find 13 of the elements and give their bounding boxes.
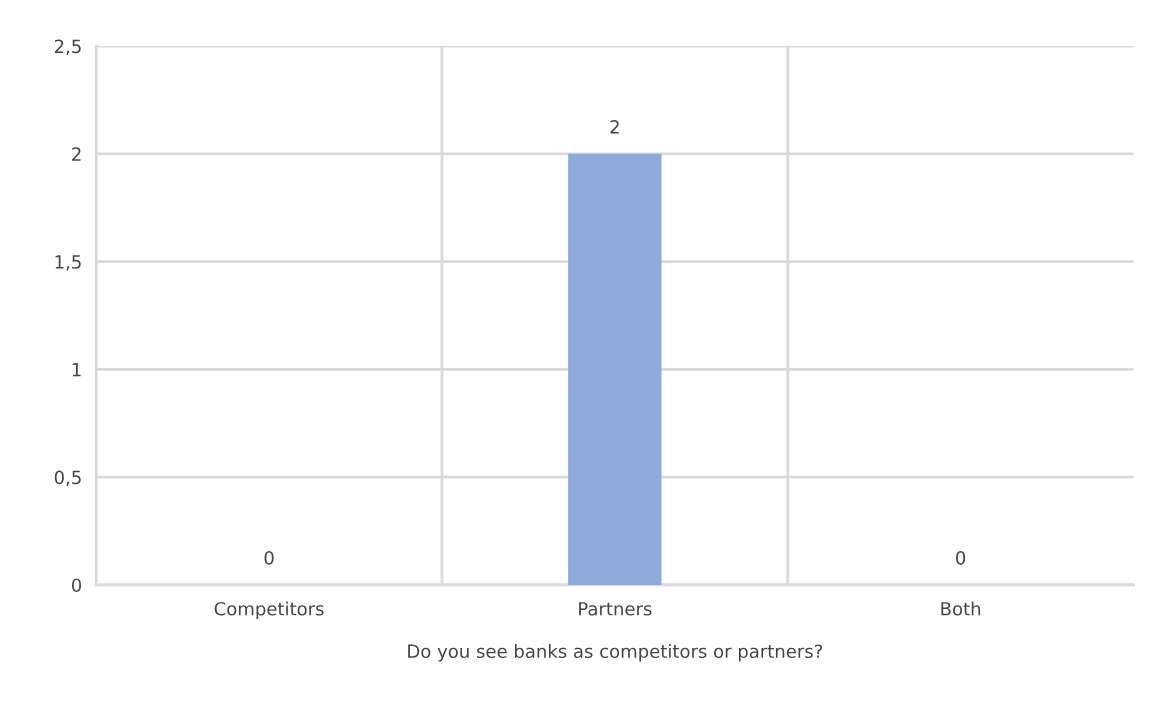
x-axis-title: Do you see banks as competitors or partners? <box>408 644 823 662</box>
y-tick-label: 0,5 <box>54 470 81 487</box>
y-tick-label: 0 <box>72 578 82 593</box>
data-label: 0 <box>264 551 274 565</box>
y-tick-label: 1 <box>72 363 81 377</box>
data-label: 0 <box>956 551 966 565</box>
y-tick-label: 2 <box>72 147 81 161</box>
x-tick-label: Competitors <box>214 601 324 620</box>
x-tick-label: Partners <box>579 602 652 616</box>
y-tick-label: 2,5 <box>54 39 81 56</box>
data-label: 2 <box>610 120 619 134</box>
x-tick-label: Both <box>941 601 981 616</box>
y-tick-label: 1,5 <box>55 255 81 271</box>
